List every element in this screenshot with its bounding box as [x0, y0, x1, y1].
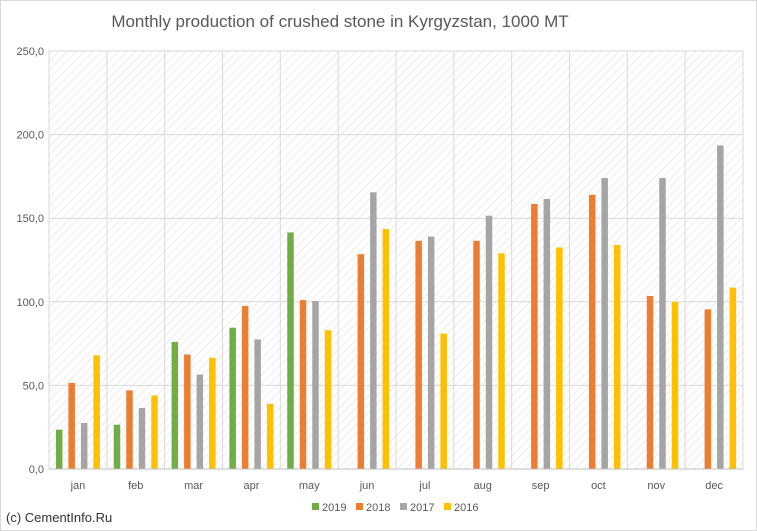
bar-2016-jul — [440, 333, 447, 469]
bar-2017-jan — [80, 423, 88, 469]
x-tick-label: aug — [474, 480, 492, 492]
bar-2017-mar — [196, 374, 204, 469]
legend-label-2019: 2019 — [322, 502, 346, 514]
x-tick-label: jan — [70, 480, 86, 492]
y-tick-label: 150,0 — [16, 213, 44, 225]
bar-2018-jul — [415, 240, 422, 469]
bar-2016-dec — [729, 287, 737, 469]
bar-2018-aug — [473, 240, 480, 469]
chart-title: Monthly production of crushed stone in K… — [111, 12, 569, 31]
bars — [55, 145, 737, 470]
bar-2018-apr — [241, 305, 249, 469]
x-tick-label: dec — [705, 480, 723, 492]
bar-2018-jan — [68, 382, 75, 469]
legend-swatch-2017 — [400, 503, 407, 510]
bar-2017-nov — [659, 178, 666, 469]
legend-label-2017: 2017 — [410, 502, 434, 514]
bar-2016-apr — [266, 403, 274, 469]
y-tick-label: 100,0 — [16, 297, 44, 309]
x-tick-label: feb — [128, 480, 143, 492]
bar-2016-feb — [151, 395, 158, 469]
x-tick-label: nov — [647, 480, 665, 492]
legend: 2019 2018 2017 2016 — [312, 502, 478, 514]
x-tick-label: may — [299, 480, 320, 492]
bar-2018-nov — [646, 295, 654, 469]
bar-2018-may — [299, 300, 307, 469]
bar-2018-oct — [588, 194, 596, 470]
x-tick-label: jul — [418, 480, 430, 492]
bar-2016-oct — [613, 244, 621, 469]
bar-2016-mar — [209, 357, 216, 469]
bar-2017-sep — [543, 198, 551, 470]
y-tick-label: 200,0 — [16, 130, 44, 142]
bar-2016-aug — [498, 253, 505, 469]
bar-2018-jun — [357, 254, 365, 469]
y-tick-label: 50,0 — [23, 380, 44, 392]
bar-2018-dec — [704, 309, 712, 469]
bar-2016-jan — [93, 355, 100, 469]
source-credit: (c) CementInfo.Ru — [6, 510, 113, 525]
legend-label-2016: 2016 — [454, 502, 478, 514]
bar-2019-apr — [229, 327, 236, 469]
x-tick-label: jun — [359, 480, 375, 492]
y-tick-label: 0,0 — [29, 464, 44, 476]
legend-swatch-2018 — [356, 503, 363, 510]
bar-2017-apr — [254, 339, 261, 469]
bar-2017-feb — [138, 407, 146, 469]
x-tick-label: oct — [591, 480, 606, 492]
bar-2019-may — [287, 232, 294, 469]
axes: 0,0 50,0 100,0 150,0 200,0 250,0 jan feb mar apr m… — [16, 46, 743, 492]
bar-2017-oct — [601, 178, 608, 469]
bar-2019-jan — [55, 429, 63, 469]
bar-2019-feb — [113, 424, 121, 469]
bar-2017-jul — [427, 236, 435, 469]
x-tick-label: mar — [184, 480, 203, 492]
x-tick-label: apr — [243, 480, 259, 492]
gridlines — [48, 50, 744, 470]
legend-swatch-2019 — [312, 503, 319, 510]
legend-label-2018: 2018 — [366, 502, 390, 514]
bar-2018-sep — [531, 203, 538, 469]
legend-swatch-2016 — [444, 503, 451, 510]
bar-2017-dec — [717, 145, 724, 469]
x-tick-label: sep — [532, 480, 550, 492]
bar-2018-mar — [184, 354, 191, 469]
bar-2016-sep — [556, 247, 563, 469]
y-tick-label: 250,0 — [16, 46, 44, 58]
bar-2019-mar — [171, 341, 179, 469]
bar-2018-feb — [126, 390, 133, 469]
bar-2017-may — [312, 300, 319, 469]
bar-2017-aug — [485, 215, 493, 469]
bar-2016-jun — [382, 229, 390, 469]
bar-2016-nov — [671, 301, 679, 469]
bar-2017-jun — [370, 192, 377, 469]
bar-2016-may — [324, 330, 332, 469]
